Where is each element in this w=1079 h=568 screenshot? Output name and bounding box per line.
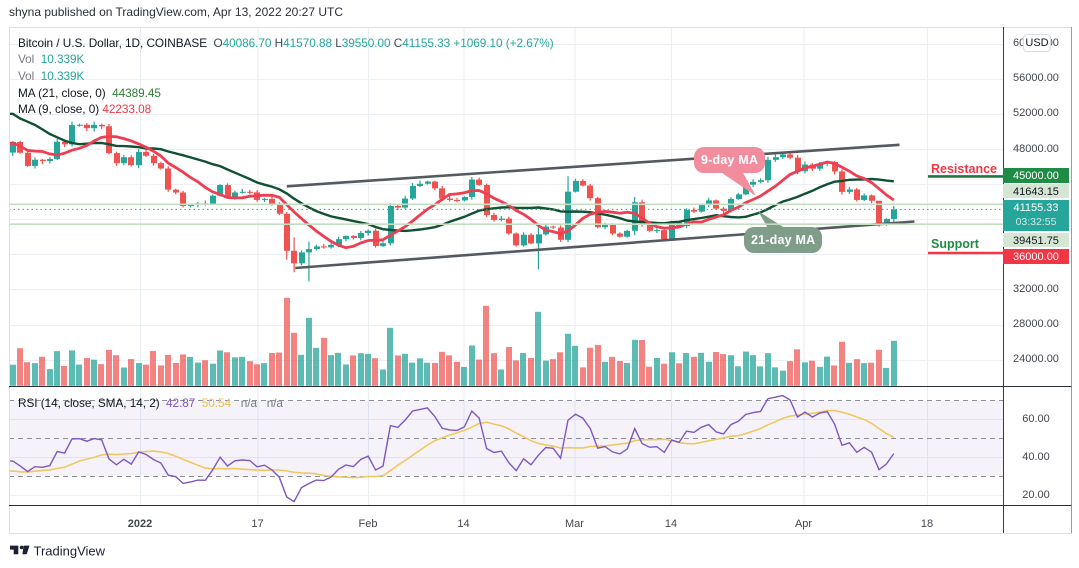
svg-text:TradingView: TradingView bbox=[34, 544, 106, 559]
